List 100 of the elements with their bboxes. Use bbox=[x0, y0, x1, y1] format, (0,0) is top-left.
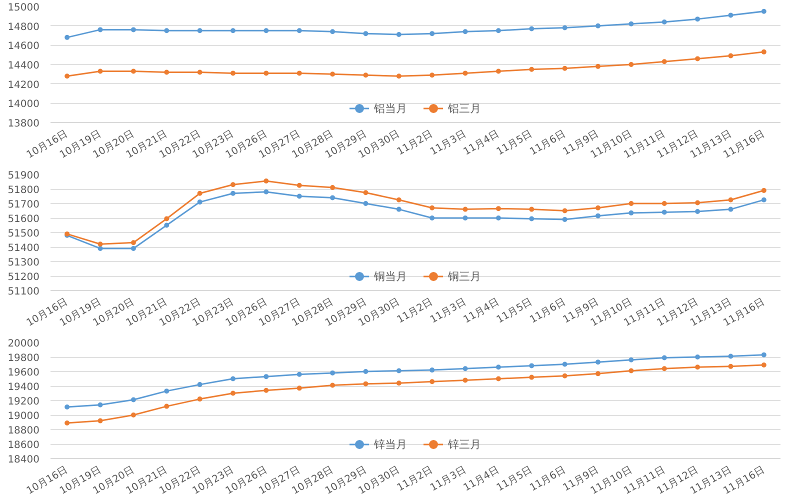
point bbox=[197, 28, 202, 34]
point bbox=[396, 206, 402, 212]
y-tick-label: 19800 bbox=[8, 353, 40, 364]
y-tick-label: 14000 bbox=[8, 99, 40, 110]
point bbox=[562, 373, 568, 378]
point bbox=[562, 66, 568, 71]
point bbox=[197, 200, 202, 205]
y-tick-label: 51800 bbox=[8, 185, 40, 196]
point bbox=[264, 189, 269, 194]
y-tick-label: 51500 bbox=[8, 228, 40, 240]
point bbox=[596, 64, 600, 69]
point bbox=[462, 366, 468, 372]
point bbox=[496, 68, 501, 74]
legend-label: 铜当月 bbox=[374, 268, 407, 284]
y-tick-label: 51100 bbox=[8, 286, 40, 298]
point bbox=[264, 178, 269, 184]
point bbox=[662, 355, 667, 360]
point bbox=[628, 210, 634, 216]
point bbox=[728, 354, 734, 359]
point bbox=[628, 368, 634, 374]
point bbox=[728, 364, 734, 369]
y-tick-label: 14800 bbox=[8, 22, 40, 33]
point bbox=[728, 206, 734, 212]
point bbox=[396, 32, 402, 38]
point bbox=[628, 357, 634, 362]
y-tick-label: 14400 bbox=[8, 60, 40, 72]
point bbox=[728, 197, 734, 202]
point bbox=[296, 182, 302, 188]
y-tick-label: 51900 bbox=[8, 170, 40, 182]
point bbox=[628, 201, 634, 206]
point bbox=[596, 360, 600, 365]
point bbox=[64, 404, 70, 410]
point bbox=[430, 379, 435, 384]
point bbox=[164, 388, 170, 394]
y-tick-label: 18800 bbox=[8, 426, 40, 436]
point bbox=[462, 378, 468, 383]
point bbox=[296, 194, 302, 199]
point bbox=[662, 210, 667, 215]
point bbox=[761, 188, 766, 193]
point bbox=[264, 374, 269, 380]
point bbox=[164, 404, 170, 409]
point bbox=[230, 28, 236, 34]
point bbox=[695, 56, 700, 62]
y-tick-label: 15000 bbox=[8, 2, 40, 14]
point bbox=[462, 29, 468, 34]
point bbox=[230, 70, 236, 76]
point bbox=[130, 246, 136, 251]
point bbox=[164, 28, 170, 34]
point bbox=[430, 368, 435, 373]
point bbox=[98, 68, 103, 74]
point bbox=[363, 72, 368, 78]
point bbox=[695, 16, 700, 22]
point bbox=[562, 25, 568, 30]
point bbox=[230, 190, 236, 196]
y-tick-label: 51400 bbox=[8, 243, 40, 254]
point bbox=[330, 72, 336, 77]
point bbox=[695, 354, 700, 360]
point bbox=[330, 370, 336, 376]
point bbox=[529, 206, 534, 212]
point bbox=[363, 381, 368, 386]
point bbox=[496, 206, 501, 212]
point bbox=[64, 34, 70, 40]
point bbox=[662, 201, 667, 206]
point bbox=[230, 182, 236, 188]
point bbox=[363, 190, 368, 196]
point bbox=[64, 74, 70, 79]
y-tick-label: 51300 bbox=[8, 258, 40, 268]
point bbox=[396, 368, 402, 374]
point bbox=[363, 201, 368, 206]
point bbox=[662, 59, 667, 64]
point bbox=[496, 28, 501, 34]
point bbox=[197, 382, 202, 388]
point bbox=[264, 28, 269, 34]
point bbox=[98, 418, 103, 424]
y-tick-label: 19600 bbox=[8, 368, 40, 378]
legend-label: 锌当月 bbox=[374, 436, 407, 452]
point bbox=[529, 363, 534, 368]
point bbox=[130, 27, 136, 32]
point bbox=[363, 369, 368, 374]
y-tick-label: 19400 bbox=[8, 382, 40, 393]
point bbox=[728, 12, 734, 18]
point bbox=[264, 388, 269, 393]
point bbox=[430, 31, 435, 36]
point bbox=[562, 362, 568, 367]
point bbox=[628, 21, 634, 26]
y-tick-label: 13800 bbox=[8, 118, 40, 130]
point bbox=[230, 376, 236, 382]
y-tick-label: 18600 bbox=[8, 440, 40, 451]
point bbox=[662, 19, 667, 24]
y-tick-label: 18400 bbox=[8, 454, 40, 466]
point bbox=[562, 208, 568, 214]
point bbox=[761, 352, 766, 358]
y-tick-label: 19000 bbox=[8, 411, 40, 422]
point bbox=[296, 386, 302, 391]
point bbox=[496, 376, 501, 382]
legend-label: 铝当月 bbox=[374, 100, 407, 116]
point bbox=[462, 70, 468, 76]
point bbox=[462, 216, 468, 220]
point bbox=[529, 216, 534, 222]
point bbox=[98, 242, 103, 247]
